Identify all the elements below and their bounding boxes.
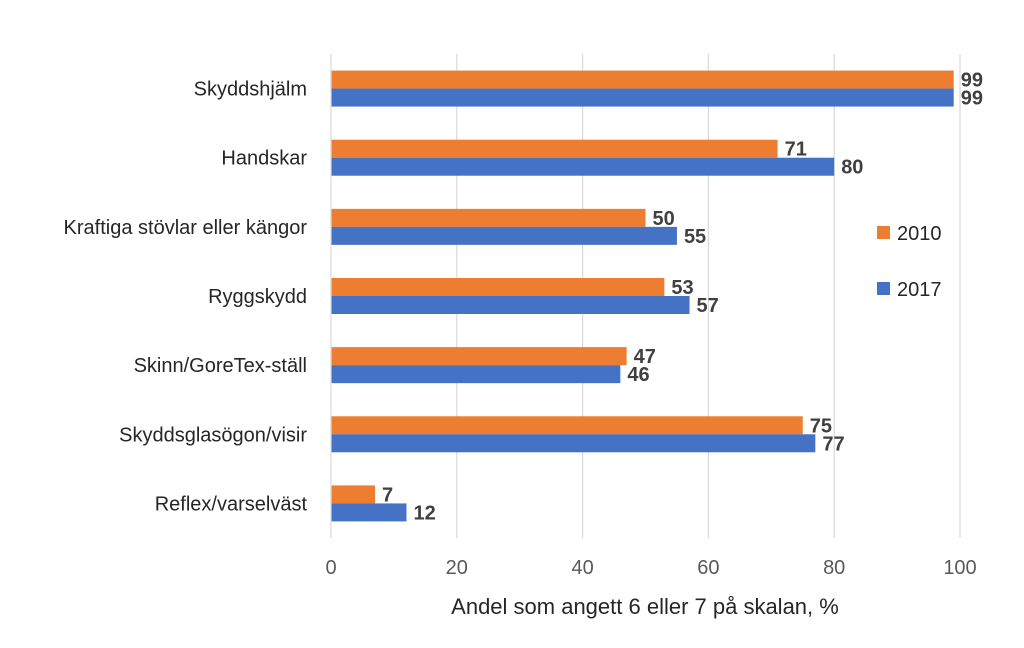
data-label: 12	[413, 502, 435, 524]
data-label: 50	[653, 208, 675, 230]
legend-swatch-2017	[877, 282, 890, 295]
x-tick-label: 20	[446, 557, 468, 579]
bar-2017	[331, 296, 690, 314]
bar-2010	[331, 139, 778, 158]
bars	[331, 70, 954, 522]
category-label: Kraftiga stövlar eller kängor	[64, 217, 308, 239]
x-tick-label: 0	[325, 557, 336, 579]
bar-2010	[331, 278, 665, 296]
bar-2010	[331, 347, 627, 366]
x-axis-title: Andel som angett 6 eller 7 på skalan, %	[451, 594, 839, 619]
data-label: 7	[382, 484, 393, 506]
data-label: 77	[822, 433, 844, 455]
x-tick-label: 40	[571, 557, 593, 579]
category-label: Skyddsglasögon/visir	[119, 424, 307, 446]
bar-2017	[331, 88, 954, 107]
data-label: 71	[785, 139, 807, 161]
bar-2017	[331, 434, 816, 453]
bar-2010	[331, 416, 803, 435]
data-label: 75	[810, 415, 832, 437]
bar-2017	[331, 503, 407, 522]
legend: 2010 2017	[877, 223, 942, 301]
data-label: 99	[961, 70, 983, 92]
legend-swatch-2010	[877, 226, 890, 239]
legend-label: 2017	[897, 279, 942, 301]
bar-2010	[331, 70, 954, 89]
legend-label: 2010	[897, 223, 942, 245]
category-label: Skinn/GoreTex-ställ	[134, 355, 307, 377]
x-tick-label: 80	[823, 557, 845, 579]
category-label: Skyddshjälm	[194, 79, 307, 101]
bar-2010	[331, 485, 376, 504]
bar-2017	[331, 157, 835, 176]
x-tick-label: 60	[697, 557, 719, 579]
category-label: Handskar	[221, 148, 307, 170]
axes: 0 20 40 60 80 100 Skyddshjälm Handskar Kraftiga …	[64, 54, 977, 579]
category-label: Ryggskydd	[208, 286, 307, 308]
bar-2017	[331, 226, 677, 245]
data-label: 57	[697, 295, 719, 317]
data-label: 80	[841, 157, 863, 179]
data-label: 46	[627, 364, 649, 386]
x-tick-label: 100	[943, 557, 976, 579]
bar-2010	[331, 208, 646, 227]
data-label: 47	[634, 346, 656, 368]
gridlines	[456, 54, 961, 538]
category-label: Reflex/varselväst	[155, 493, 308, 515]
data-label: 55	[684, 226, 706, 248]
data-label: 99	[961, 88, 983, 110]
bar-2017	[331, 365, 621, 384]
data-label: 53	[671, 277, 693, 299]
